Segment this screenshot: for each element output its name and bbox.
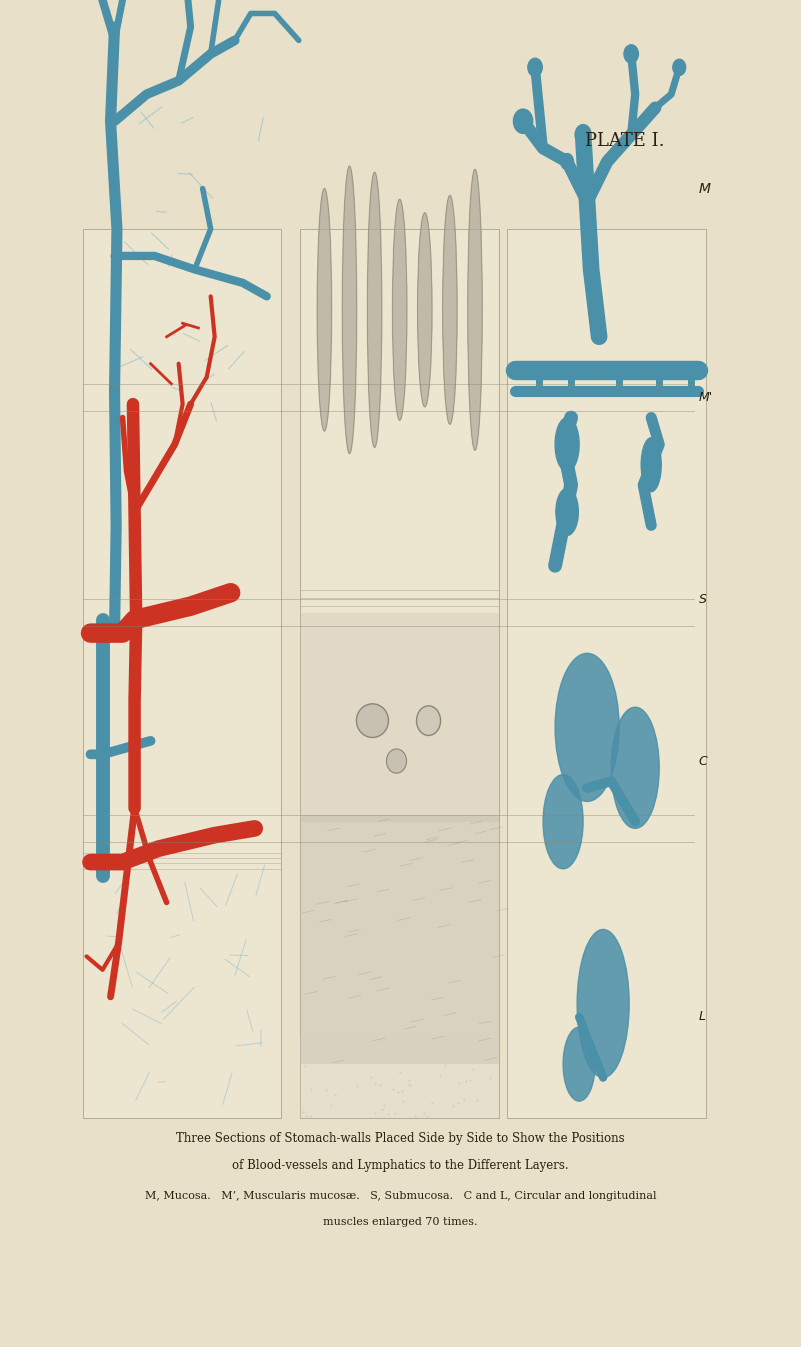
Ellipse shape	[577, 929, 630, 1078]
Ellipse shape	[528, 58, 542, 77]
Ellipse shape	[317, 189, 332, 431]
Ellipse shape	[555, 653, 619, 801]
Text: of Blood-vessels and Lymphatics to the Different Layers.: of Blood-vessels and Lymphatics to the D…	[232, 1158, 569, 1172]
Ellipse shape	[342, 166, 356, 454]
Ellipse shape	[575, 125, 591, 145]
Text: muscles enlarged 70 times.: muscles enlarged 70 times.	[324, 1216, 477, 1227]
Text: M: M	[698, 182, 710, 195]
Ellipse shape	[468, 170, 482, 450]
Ellipse shape	[624, 44, 638, 63]
Text: S: S	[698, 593, 706, 606]
Ellipse shape	[387, 749, 406, 773]
Ellipse shape	[556, 489, 578, 536]
Bar	[300, 229, 499, 1118]
Ellipse shape	[543, 775, 583, 869]
Ellipse shape	[673, 59, 686, 75]
Ellipse shape	[443, 195, 457, 424]
Text: M, Mucosa.   M’, Muscularis mucosæ.   S, Submucosa.   C and L, Circular and long: M, Mucosa. M’, Muscularis mucosæ. S, Sub…	[145, 1191, 656, 1202]
Ellipse shape	[356, 704, 388, 738]
Ellipse shape	[417, 706, 441, 735]
Text: M': M'	[698, 391, 713, 404]
Ellipse shape	[555, 418, 579, 471]
Bar	[300, 613, 499, 822]
Ellipse shape	[392, 199, 407, 420]
Ellipse shape	[641, 438, 662, 492]
Bar	[300, 1037, 499, 1118]
Bar	[83, 229, 281, 1118]
Bar	[300, 815, 499, 1064]
Bar	[507, 229, 706, 1118]
Text: PLATE I.: PLATE I.	[585, 132, 665, 151]
Ellipse shape	[563, 1026, 595, 1102]
Ellipse shape	[513, 109, 533, 133]
Ellipse shape	[368, 172, 382, 447]
Ellipse shape	[417, 213, 432, 407]
Text: L: L	[698, 1010, 706, 1024]
Text: Three Sections of Stomach-walls Placed Side by Side to Show the Positions: Three Sections of Stomach-walls Placed S…	[176, 1131, 625, 1145]
Ellipse shape	[561, 154, 574, 170]
Ellipse shape	[611, 707, 659, 828]
Text: C: C	[698, 754, 707, 768]
